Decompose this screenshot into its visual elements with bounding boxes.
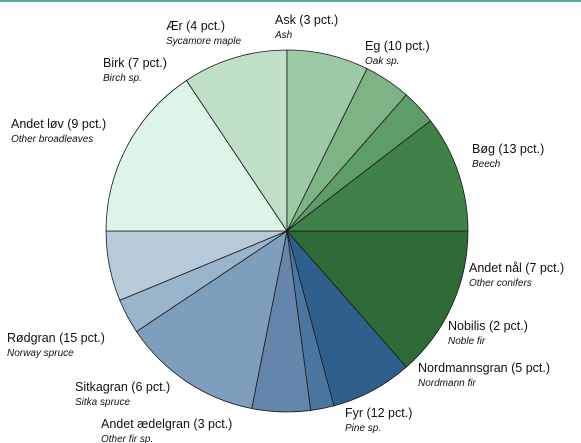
pie-slice	[285, 120, 469, 232]
pie-slices	[105, 49, 469, 413]
slice-label: Nobilis (2 pct.)	[448, 319, 528, 333]
slice-sublabel: Noble fir	[448, 336, 486, 347]
pie-slice	[105, 79, 288, 232]
slice-label: Bøg (13 pct.)	[472, 142, 544, 156]
slice-label: Andet nål (7 pct.)	[469, 261, 564, 275]
slice-sublabel: Norway spruce	[7, 348, 74, 359]
slice-label: Andet ædelgran (3 pct.)	[101, 417, 232, 431]
pie-slice	[286, 230, 469, 368]
slice-sublabel: Nordmann fir	[418, 378, 476, 389]
slice-sublabel: Birch sp.	[103, 73, 142, 84]
slice-sublabel: Sycamore maple	[166, 36, 241, 47]
slice-label: Fyr (12 pct.)	[345, 406, 412, 420]
slice-sublabel: Pine sp.	[345, 423, 381, 434]
slice-label: Eg (10 pct.)	[365, 39, 430, 53]
slice-label: Ask (3 pct.)	[275, 13, 338, 27]
slice-sublabel: Other conifers	[469, 278, 532, 289]
slice-label: Ær (4 pct.)	[166, 19, 225, 33]
slice-label: Andet løv (9 pct.)	[11, 117, 106, 131]
pie-slice	[185, 49, 288, 233]
pie-slice	[135, 230, 288, 409]
slice-label: Birk (7 pct.)	[103, 56, 167, 70]
slice-sublabel: Other broadleaves	[11, 134, 93, 145]
slice-sublabel: Beech	[472, 159, 501, 170]
slice-label: Nordmannsgran (5 pct.)	[418, 361, 550, 375]
slice-sublabel: Ash	[274, 30, 293, 41]
slice-sublabel: Oak sp.	[365, 56, 399, 67]
slice-sublabel: Sitka spruce	[75, 397, 130, 408]
slice-label: Rødgran (15 pct.)	[7, 331, 105, 345]
slice-sublabel: Other fir sp.	[101, 434, 153, 443]
slice-label: Sitkagran (6 pct.)	[75, 380, 170, 394]
pie-labels: Bøg (13 pct.) Beech Andet nål (7 pct.) Othe…	[7, 13, 564, 443]
